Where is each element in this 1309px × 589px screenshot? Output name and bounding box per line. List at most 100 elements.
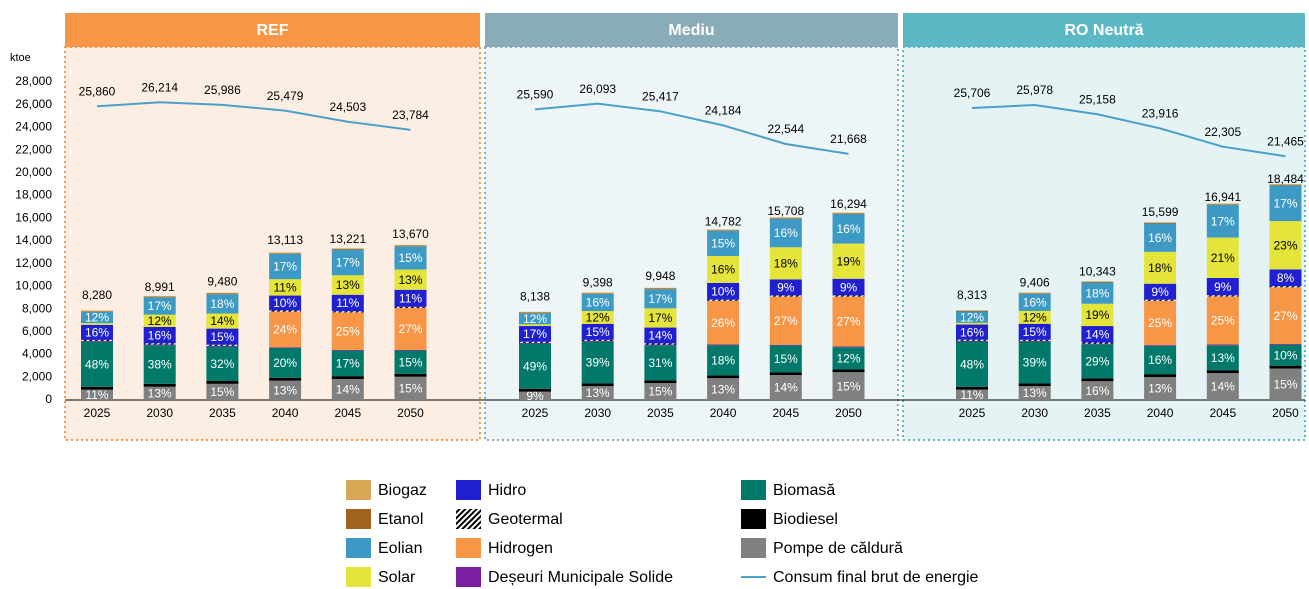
line-label: 22,544 [767, 122, 804, 136]
bar-segment [1081, 281, 1114, 282]
bar-segment [832, 213, 865, 215]
share-label: 16% [774, 226, 798, 240]
line [534, 102, 849, 155]
share-label: 9% [840, 280, 858, 294]
line-label: 22,305 [1204, 125, 1241, 139]
legend-swatch [456, 538, 481, 558]
bar-segment [1206, 295, 1239, 297]
bar-segment [331, 378, 364, 400]
bar-segment [581, 340, 614, 342]
bar-segment [1206, 277, 1239, 296]
legend-swatch [346, 509, 371, 529]
share-label: 11% [85, 388, 108, 402]
bar-segment [644, 345, 677, 381]
bar-segment [1206, 237, 1239, 278]
bar-segment [707, 300, 740, 345]
bar-segment [644, 308, 677, 328]
x-tick-label: 2040 [272, 406, 299, 420]
legend-label: Biogaz [378, 482, 427, 499]
legend-label: Biomasă [773, 482, 835, 499]
bar-segment [269, 295, 302, 311]
bar-segment [956, 386, 988, 390]
bar-segment [581, 323, 614, 340]
bar-segment [832, 369, 865, 373]
bar-segment [206, 328, 239, 345]
share-label: 12% [836, 351, 860, 365]
bar-segment [1144, 345, 1177, 346]
share-label: 10% [1273, 348, 1297, 362]
line-label: 25,479 [267, 89, 304, 103]
share-label: 31% [648, 356, 672, 370]
bar-segment [1018, 323, 1051, 340]
bar-segment [394, 269, 427, 290]
share-label: 10% [711, 284, 735, 298]
line-label: 23,784 [392, 108, 429, 122]
share-label: 14% [1085, 327, 1109, 341]
bar-segment [1081, 344, 1114, 379]
share-label: 12% [586, 311, 610, 325]
bar-segment [331, 294, 364, 312]
bar-segment [1144, 376, 1177, 400]
total-label: 13,670 [392, 227, 429, 241]
bar-segment [394, 349, 427, 351]
x-tick-label: 2050 [835, 406, 862, 420]
bar-segment [331, 249, 364, 276]
bar-segment [143, 314, 176, 327]
total-label: 13,221 [329, 232, 366, 246]
bar-segment [644, 287, 677, 289]
bar-segment [394, 244, 427, 246]
bar-segment [769, 247, 802, 280]
bar-segment [394, 307, 427, 350]
bar-segment [1269, 184, 1302, 186]
bar-segment [331, 312, 364, 350]
line [971, 103, 1286, 158]
y-tick-label: 0 [45, 392, 52, 406]
line-label: 25,590 [517, 88, 554, 102]
bar-segment [81, 311, 113, 312]
share-label: 11% [336, 296, 359, 310]
share-label: 26% [711, 316, 735, 330]
share-label: 9% [777, 281, 795, 295]
total-label: 8,313 [957, 288, 987, 302]
legend-swatch [456, 509, 481, 529]
share-label: 16% [1023, 296, 1047, 310]
legend-swatch [741, 480, 766, 500]
share-label: 17% [648, 311, 672, 325]
bar-segment [707, 282, 740, 300]
bar-segment [81, 324, 113, 340]
bar-segment [394, 289, 427, 307]
share-label: 12% [1023, 311, 1047, 325]
share-label: 12% [523, 312, 547, 326]
share-label: 13% [711, 382, 735, 396]
bar-segment [1269, 185, 1302, 222]
share-label: 16% [1148, 353, 1172, 367]
bar-segment [1144, 300, 1177, 346]
bar-segment [832, 296, 865, 347]
bar-segment [707, 230, 740, 231]
bar-segment [1144, 223, 1177, 252]
bar-segment [1081, 378, 1114, 382]
bar-segment [143, 386, 176, 400]
bar-segment [581, 339, 614, 341]
bar-segment [644, 288, 677, 290]
total-label: 15,708 [767, 204, 804, 218]
bar-segment [1018, 292, 1051, 294]
bar-segment [519, 313, 551, 325]
panel-header [903, 13, 1305, 47]
bar-segment [269, 310, 302, 312]
bar-segment [832, 243, 865, 279]
bar-segment [81, 386, 113, 390]
total-label: 9,948 [645, 269, 675, 283]
share-label: 25% [336, 324, 360, 338]
share-label: 16% [586, 296, 610, 310]
legend-label: Deșeuri Municipale Solide [488, 569, 673, 586]
bar-segment [394, 245, 427, 247]
line-label: 26,093 [579, 82, 616, 96]
bar-segment [206, 383, 239, 400]
bar-segment [81, 323, 113, 325]
y-tick-label: 16,000 [15, 210, 52, 224]
bar-segment [206, 292, 239, 294]
x-tick-label: 2035 [1084, 406, 1111, 420]
share-label: 38% [148, 358, 172, 372]
x-tick-label: 2025 [959, 406, 986, 420]
